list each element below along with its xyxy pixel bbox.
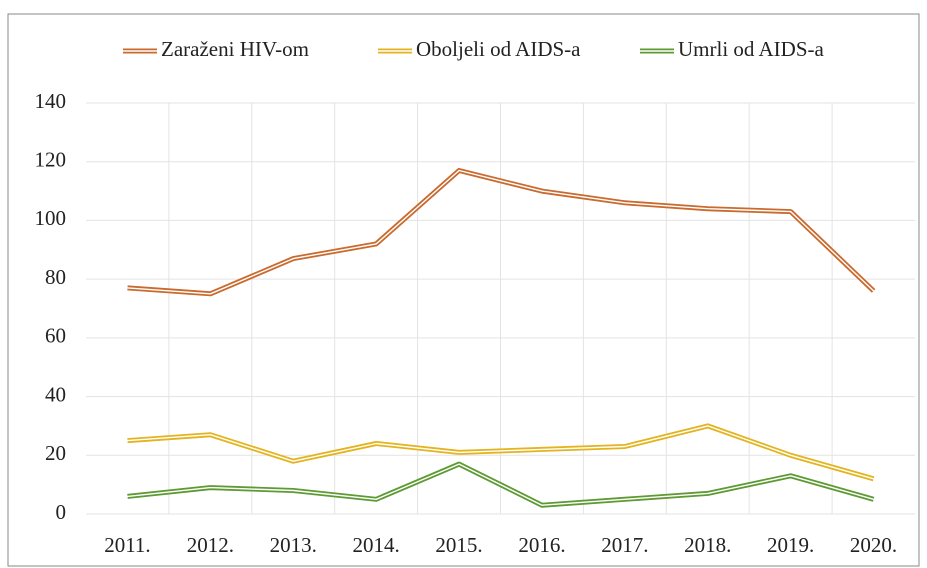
x-tick-label: 2015.: [435, 533, 482, 557]
x-tick-label: 2013.: [270, 533, 317, 557]
y-tick-label: 20: [45, 441, 66, 465]
y-tick-label: 40: [45, 382, 66, 406]
series-line-inner: [127, 425, 874, 480]
x-tick-label: 2018.: [684, 533, 731, 557]
x-tick-label: 2016.: [518, 533, 565, 557]
y-tick-label: 0: [56, 500, 67, 524]
y-tick-label: 60: [45, 324, 66, 348]
x-tick-label: 2019.: [767, 533, 814, 557]
x-tick-label: 2011.: [104, 533, 150, 557]
x-tick-label: 2020.: [850, 533, 897, 557]
y-tick-label: 140: [35, 89, 67, 113]
y-tick-label: 100: [35, 206, 67, 230]
legend-label: Zaraženi HIV-om: [161, 37, 309, 61]
series-line-inner: [127, 169, 875, 295]
x-tick-label: 2014.: [353, 533, 400, 557]
y-tick-label: 80: [45, 265, 66, 289]
x-tick-label: 2012.: [187, 533, 234, 557]
legend-label: Umrli od AIDS-a: [678, 37, 825, 61]
y-tick-label: 120: [35, 148, 67, 172]
x-tick-label: 2017.: [601, 533, 648, 557]
legend-label: Oboljeli od AIDS-a: [416, 37, 581, 61]
series-line-inner: [127, 463, 874, 506]
